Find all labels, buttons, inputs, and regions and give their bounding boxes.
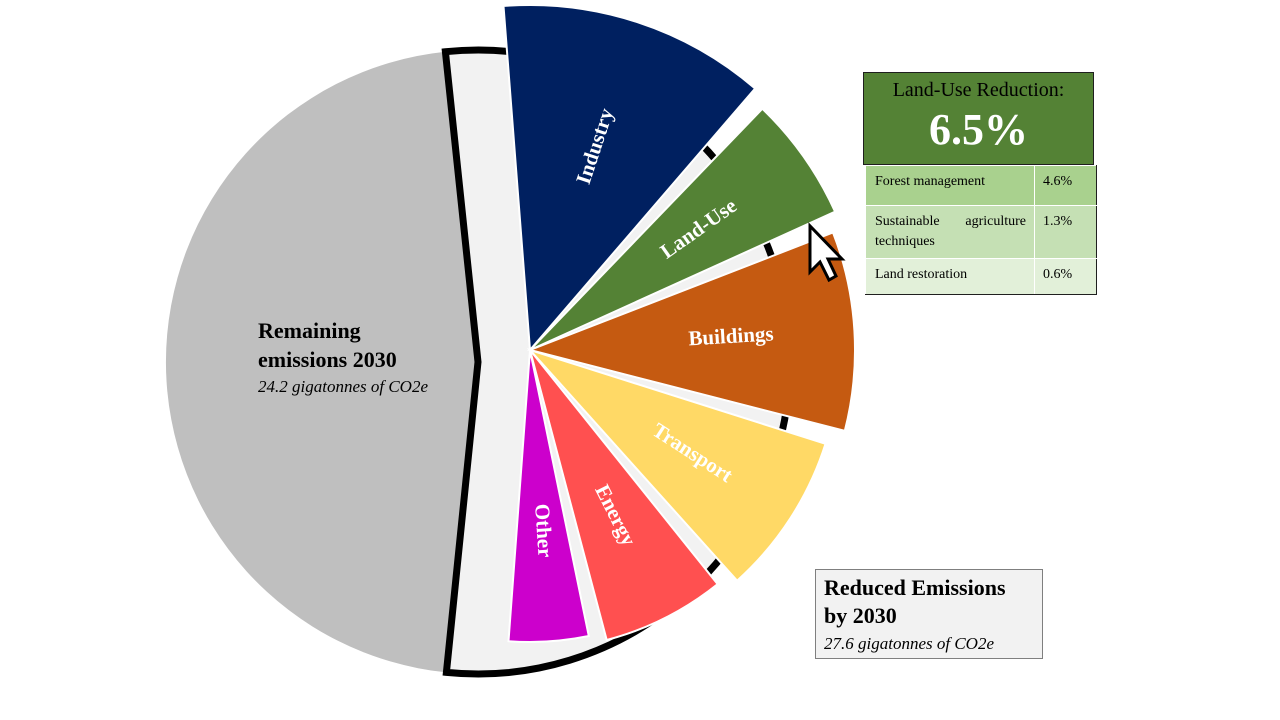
- reduced-emissions-value: 27.6 gigatonnes of CO2e: [824, 634, 994, 653]
- remaining-emissions-value: 24.2 gigatonnes of CO2e: [258, 377, 428, 396]
- energy-slice: [529, 349, 720, 642]
- land-use-reduction-value: 6.5%: [929, 105, 1028, 154]
- reduced-emissions-title: Reduced Emissions by 2030: [824, 575, 1006, 628]
- land-use-item-name: Forest management: [865, 165, 1035, 206]
- industry-slice: [502, 3, 757, 353]
- remaining-emissions-title: Remaining emissions 2030: [258, 318, 397, 372]
- reduced-emissions-box: Reduced Emissions by 2030 27.6 gigatonne…: [815, 569, 1043, 659]
- buildings-slice: [526, 231, 856, 433]
- land-use-item-amount: 0.6%: [1034, 258, 1097, 295]
- land-use-breakdown-table: Forest management 4.6% Sustainable agric…: [865, 165, 1097, 295]
- land-use-reduction-header: Land-Use Reduction: 6.5%: [863, 72, 1094, 165]
- land-use-slice: [529, 107, 837, 351]
- other-slice: [507, 349, 590, 643]
- buildings-label: Buildings: [688, 321, 775, 350]
- other-label: Other: [530, 503, 557, 558]
- table-row: Sustainable agriculture techniques 1.3%: [865, 205, 1097, 259]
- table-row: Land restoration 0.6%: [865, 258, 1097, 295]
- remaining-emissions-slice: [165, 51, 478, 673]
- land-use-item-amount: 4.6%: [1034, 165, 1097, 206]
- remaining-emissions-label: Remaining emissions 2030 24.2 gigatonnes…: [258, 316, 448, 398]
- mouse-pointer-icon: [808, 222, 846, 283]
- land-use-reduction-title: Land-Use Reduction:: [892, 79, 1065, 101]
- land-use-item-name: Land restoration: [865, 258, 1035, 295]
- transport-slice: [526, 347, 827, 583]
- table-row: Forest management 4.6%: [865, 165, 1097, 206]
- land-use-item-amount: 1.3%: [1034, 205, 1097, 259]
- land-use-item-name: Sustainable agriculture techniques: [865, 205, 1035, 259]
